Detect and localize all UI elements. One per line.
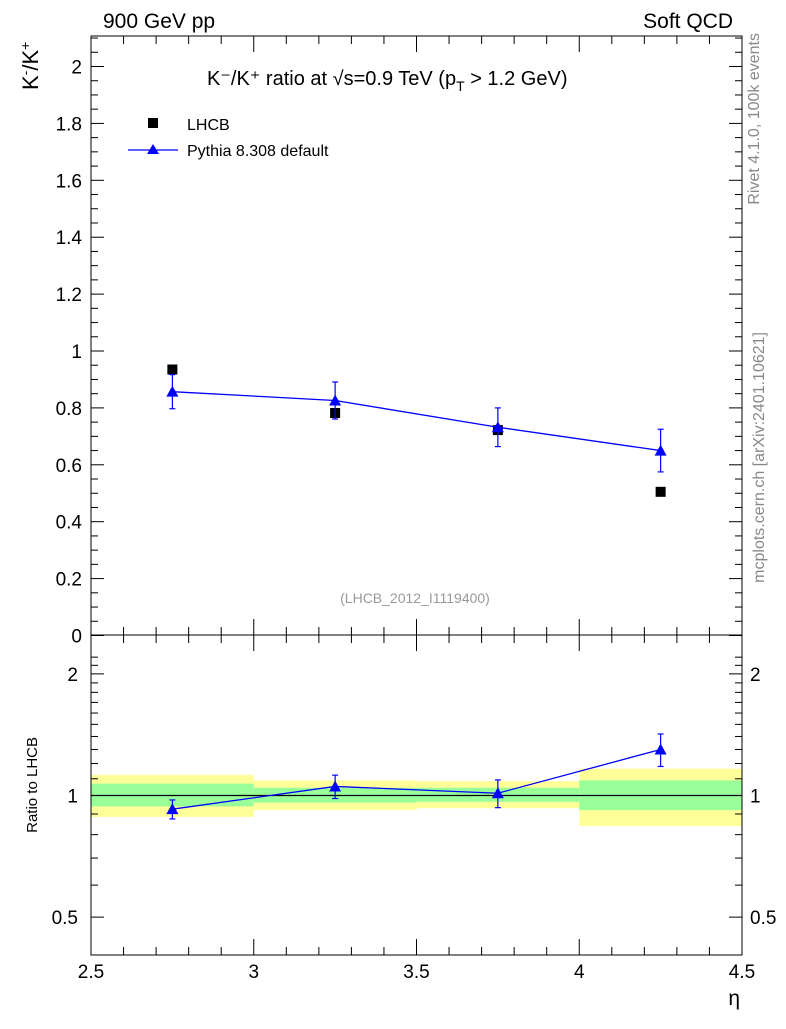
- ratio-xtick-label: 3.5: [403, 962, 429, 983]
- legend: LHCB Pythia 8.308 default: [128, 117, 329, 160]
- main-ytick-label: 0.4: [56, 513, 83, 534]
- analysis-watermark: (LHCB_2012_I1119400): [340, 590, 490, 606]
- main-panel: 0 0.2 0.4 0.6 0.8 1 1.2 1.4 1.6 1.8 2 K-/K+ K⁻/K⁺ …: [17, 35, 743, 648]
- pythia-data-point: [491, 421, 504, 433]
- ratio-ytick-label: 0.5: [52, 908, 78, 929]
- ratio-ytick-label-right: 1: [750, 787, 761, 808]
- ratio-xtick-label: 4.5: [729, 962, 755, 983]
- main-ytick-label: 0.6: [56, 456, 82, 477]
- header-energy-label: 900 GeV pp: [103, 10, 215, 33]
- ratio-pythia-line: [172, 748, 661, 810]
- legend-lhcb-marker: [148, 118, 158, 128]
- ratio-ytick-label: 2: [67, 665, 78, 686]
- pythia-data-point: [166, 385, 179, 397]
- header-process-label: Soft QCD: [643, 10, 733, 33]
- main-plot-area: 0 0.2 0.4 0.6 0.8 1 1.2 1.4 1.6 1.8 2: [56, 36, 743, 648]
- pythia-data-point: [329, 394, 342, 406]
- main-ytick-label: 1: [71, 342, 82, 363]
- legend-lhcb-label: LHCB: [187, 117, 230, 134]
- ratio-xtick-label: 4: [574, 962, 585, 983]
- rivet-version-label: Rivet 4.1.0, 100k events: [746, 33, 763, 205]
- ratio-xtick-label: 3: [248, 962, 259, 983]
- pythia-line: [172, 391, 661, 452]
- main-ytick-label: 0.2: [56, 570, 82, 591]
- lhcb-data-point: [655, 486, 666, 497]
- ratio-ytick-label-right: 2: [750, 665, 761, 686]
- ratio-data-point: [166, 803, 179, 815]
- ratio-ytick-label: 1: [67, 787, 78, 808]
- pythia-data-point: [654, 444, 667, 456]
- main-ytick-label: 0.8: [56, 399, 82, 420]
- main-ylabel: K-/K+: [17, 42, 43, 90]
- ratio-ylabel: Ratio to LHCB: [24, 737, 41, 833]
- ratio-plot-area: 0.5 0.5 1 1 2 2 2.5 3 3.5 4 4.5: [52, 635, 776, 983]
- ratio-panel-frame: [90, 634, 743, 956]
- main-ytick-label: 1.4: [56, 228, 83, 249]
- mcplots-label: mcplots.cern.ch [arXiv:2401.10621]: [751, 332, 768, 583]
- main-ytick-label: 1.8: [56, 114, 82, 135]
- main-ytick-label: 0: [71, 627, 82, 648]
- main-ytick-label: 2: [71, 58, 82, 79]
- ratio-ytick-label-right: 0.5: [750, 908, 776, 929]
- ratio-xtick-label: 2.5: [78, 962, 104, 983]
- ratio-xlabel: η: [728, 987, 740, 1010]
- legend-pythia-label: Pythia 8.308 default: [187, 143, 329, 160]
- ratio-data-point: [654, 743, 667, 755]
- lhcb-data-point: [167, 364, 178, 375]
- main-title: K⁻/K⁺ ratio at √s=0.9 TeV (pT > 1.2 GeV): [207, 68, 567, 94]
- main-ytick-label: 1.2: [56, 285, 82, 306]
- ratio-data-point: [329, 780, 342, 792]
- ratio-data-point: [491, 787, 504, 799]
- main-ytick-label: 1.6: [56, 171, 82, 192]
- legend-pythia-marker: [147, 144, 159, 154]
- ratio-panel: 0.5 0.5 1 1 2 2 2.5 3 3.5 4 4.5 Ratio to LHCB η: [24, 634, 776, 1010]
